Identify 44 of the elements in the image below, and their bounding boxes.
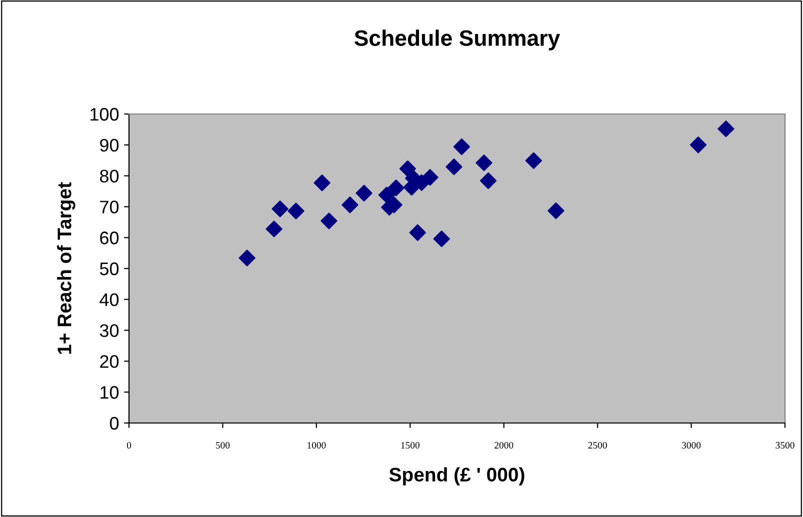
y-tick-label: 80	[100, 170, 119, 183]
point	[288, 202, 304, 220]
y-tick-label: 40	[100, 293, 119, 306]
point	[238, 250, 256, 266]
y-tick-label: 60	[100, 232, 119, 244]
y-tick-label: 70	[100, 200, 119, 214]
point	[433, 230, 450, 248]
point	[388, 180, 404, 196]
point	[422, 169, 438, 186]
x-tick-label: 2500	[588, 442, 607, 449]
point	[314, 174, 330, 192]
y-tick-label: 30	[100, 324, 119, 338]
point	[272, 200, 288, 218]
point	[476, 154, 492, 172]
point	[548, 202, 564, 220]
y-tick-label: 0	[110, 416, 119, 430]
x-tick-label: 1000	[308, 442, 326, 449]
x-tick-label: 3500	[776, 442, 794, 449]
y-tick-label: 20	[100, 355, 119, 368]
point	[356, 184, 372, 202]
x-tick-label: 3000	[682, 442, 701, 449]
point	[342, 196, 358, 214]
point	[453, 138, 470, 156]
point	[378, 186, 396, 204]
point	[480, 172, 497, 190]
x-tick-label: 1500	[401, 442, 420, 449]
point	[718, 120, 734, 138]
x-tick-label: 2000	[494, 442, 514, 449]
y-tick-label: 100	[90, 108, 119, 121]
chart-title: Schedule Summary	[354, 30, 560, 50]
y-tick-label: 10	[100, 386, 119, 399]
point	[266, 220, 282, 238]
x-axis-title: Spend (£ ' 000)	[389, 467, 524, 486]
point	[399, 160, 416, 177]
point	[525, 152, 542, 169]
point	[409, 224, 426, 241]
point	[446, 158, 462, 176]
x-tick-label: 500	[216, 442, 230, 449]
x-tick-label: 0	[126, 442, 132, 449]
y-axis-title: 1+ Reach of Target	[57, 182, 76, 354]
y-tick-label: 90	[100, 138, 119, 152]
point	[690, 136, 707, 154]
y-tick-label: 50	[100, 262, 119, 276]
point	[320, 212, 338, 230]
